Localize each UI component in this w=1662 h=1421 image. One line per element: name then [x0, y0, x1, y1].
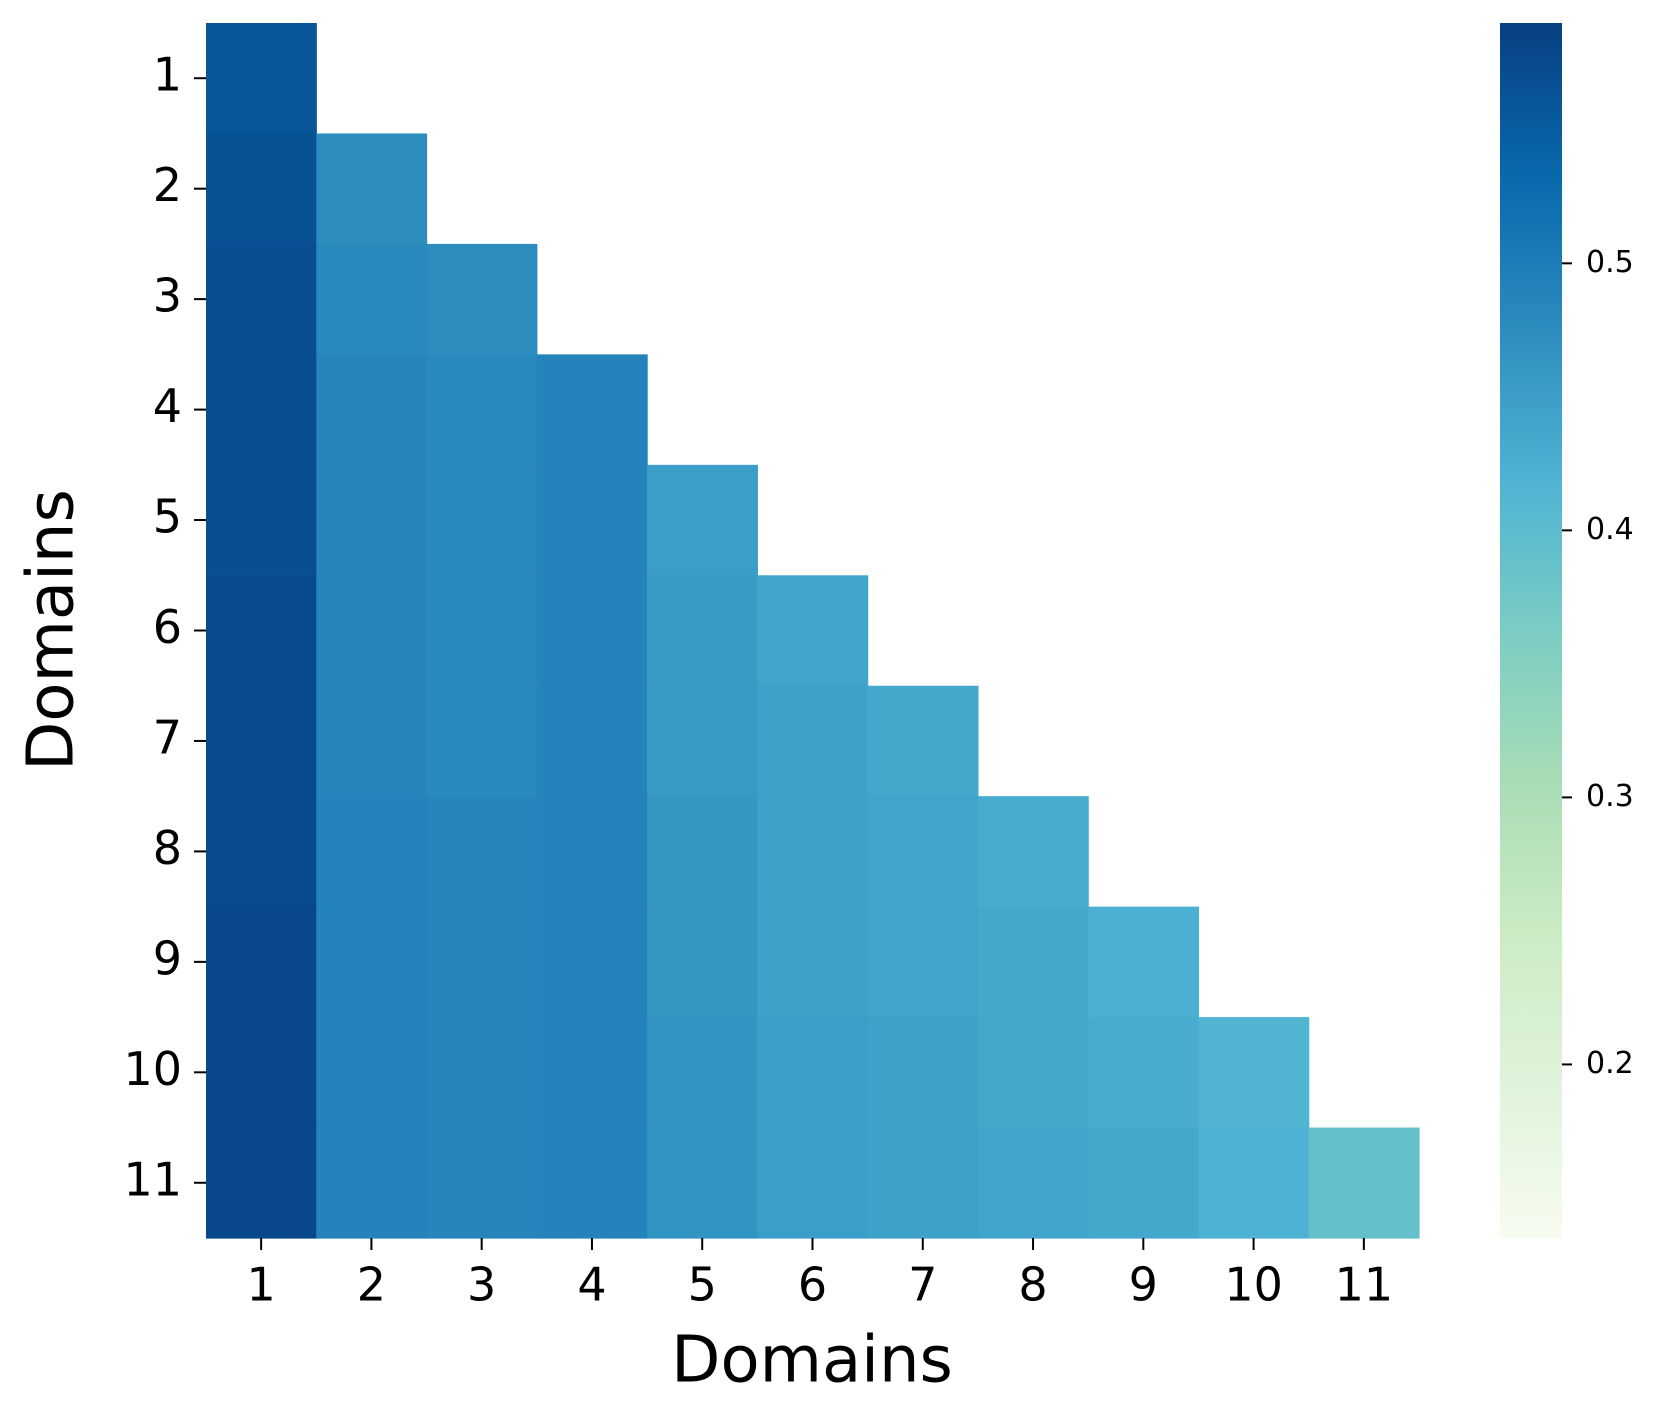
heatmap-cell	[316, 354, 428, 466]
heatmap-cell	[426, 354, 538, 466]
heatmap-cell	[867, 906, 979, 1018]
heatmap-cell	[316, 1017, 428, 1129]
colorbar-tick-label: 0.5	[1586, 245, 1634, 280]
heatmap-cell	[316, 464, 428, 576]
heatmap-cell	[316, 906, 428, 1018]
y-tick-label: 4	[153, 379, 182, 433]
heatmap-cell	[1198, 1127, 1310, 1239]
heatmap-cell	[1088, 1127, 1200, 1239]
heatmap-cell	[206, 354, 317, 466]
heatmap-cell	[316, 1127, 428, 1239]
heatmap-cell	[867, 1127, 979, 1239]
x-axis-label: Domains	[671, 1324, 953, 1398]
heatmap-cell	[1088, 906, 1200, 1018]
y-tick-label: 10	[123, 1042, 182, 1096]
heatmap-cell	[647, 796, 758, 908]
heatmap-cell	[426, 906, 538, 1018]
heatmap-cell	[206, 464, 317, 576]
x-tick-label: 6	[798, 1258, 827, 1312]
heatmap-cell	[977, 906, 1089, 1018]
heatmap-cell	[206, 1017, 317, 1129]
heatmap-cell	[426, 1017, 538, 1129]
x-tick-label: 11	[1335, 1258, 1394, 1312]
heatmap-cell	[867, 1017, 979, 1129]
heatmap-cell	[206, 23, 317, 135]
x-tick-label: 2	[357, 1258, 386, 1312]
y-tick-label: 5	[153, 490, 182, 544]
heatmap-cell	[977, 796, 1089, 908]
x-tick-label: 1	[246, 1258, 275, 1312]
y-tick-label: 3	[153, 269, 182, 323]
heatmap-cell	[316, 796, 428, 908]
heatmap-cell	[426, 464, 538, 576]
heatmap-cell	[536, 575, 648, 687]
heatmap-cell	[1088, 1017, 1200, 1129]
heatmap-cell	[867, 796, 979, 908]
x-tick-label: 5	[688, 1258, 717, 1312]
y-tick-label: 7	[153, 710, 182, 764]
heatmap-cell	[536, 354, 648, 466]
heatmap-cell	[426, 243, 538, 355]
heatmap-cell	[647, 464, 758, 576]
heatmap-cell	[536, 906, 648, 1018]
heatmap-cell	[977, 1127, 1089, 1239]
heatmap-cell	[206, 575, 317, 687]
heatmap-cell	[206, 685, 317, 797]
heatmap-cell	[316, 685, 428, 797]
heatmap-cell	[757, 1127, 869, 1239]
heatmap-cell	[426, 796, 538, 908]
heatmap-cell	[757, 685, 869, 797]
heatmap-cell	[1198, 1017, 1310, 1129]
x-tick-label: 3	[467, 1258, 496, 1312]
x-tick-label: 10	[1224, 1258, 1283, 1312]
heatmap-cell	[867, 685, 979, 797]
heatmap-cell	[757, 906, 869, 1018]
heatmap-cell	[977, 1017, 1089, 1129]
heatmap-cell	[536, 685, 648, 797]
colorbar	[1500, 23, 1562, 1238]
heatmap-cell	[757, 1017, 869, 1129]
colorbar-tick-label: 0.4	[1586, 512, 1634, 547]
heatmap-cell	[426, 575, 538, 687]
heatmap-cell	[206, 243, 317, 355]
heatmap-cell	[316, 133, 428, 245]
heatmap-cell	[536, 1017, 648, 1129]
colorbar-tick-label: 0.2	[1586, 1046, 1634, 1081]
heatmap-cell	[316, 243, 428, 355]
heatmap-cell	[206, 1127, 317, 1239]
x-tick-label: 7	[908, 1258, 937, 1312]
heatmap-cell	[757, 575, 869, 687]
heatmap-cell	[316, 575, 428, 687]
x-tick-label: 9	[1129, 1258, 1158, 1312]
heatmap-cell	[536, 796, 648, 908]
heatmap-cell	[426, 685, 538, 797]
y-tick-label: 1	[153, 48, 182, 102]
heatmap-cell	[647, 685, 758, 797]
y-tick-label: 6	[153, 600, 182, 654]
y-tick-label: 9	[153, 931, 182, 985]
heatmap-cell	[536, 1127, 648, 1239]
heatmap-cell	[647, 906, 758, 1018]
y-tick-label: 2	[153, 158, 182, 212]
heatmap-cell	[206, 133, 317, 245]
y-tick-label: 11	[123, 1152, 182, 1206]
heatmap-cell	[426, 1127, 538, 1239]
heatmap-cell	[757, 796, 869, 908]
x-tick-label: 8	[1018, 1258, 1047, 1312]
colorbar-tick-label: 0.3	[1586, 779, 1634, 814]
y-tick-label: 8	[153, 821, 182, 875]
heatmap-cell	[1308, 1127, 1420, 1239]
heatmap-cell	[536, 464, 648, 576]
heatmap-cell	[647, 1127, 758, 1239]
y-axis-label: Domains	[15, 489, 89, 771]
x-tick-label: 4	[577, 1258, 606, 1312]
heatmap-cell	[206, 796, 317, 908]
heatmap-cell	[647, 1017, 758, 1129]
heatmap-cell	[206, 906, 317, 1018]
heatmap-cell	[647, 575, 758, 687]
